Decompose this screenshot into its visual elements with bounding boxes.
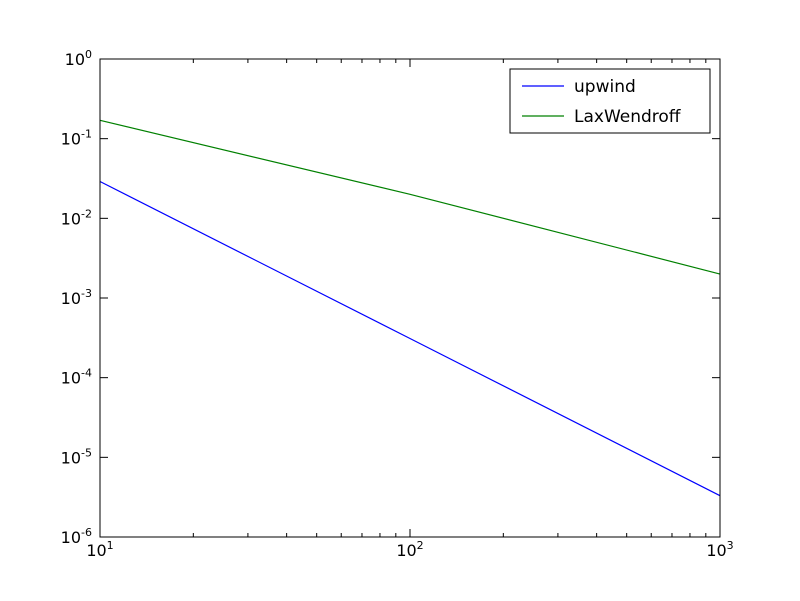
x-tick-label: 102 — [396, 539, 423, 560]
y-tick-label: 10-4 — [61, 367, 92, 388]
series-line-upwind — [99, 180, 721, 497]
y-tick-label: 10-5 — [61, 446, 92, 467]
y-tick-label: 10-2 — [61, 207, 92, 228]
y-tick-label: 10-1 — [61, 128, 92, 149]
y-tick-label: 100 — [65, 48, 92, 69]
x-tick-label: 103 — [706, 539, 733, 560]
series-layer — [99, 119, 721, 497]
tick-layer: 101 102 103 100 10-1 10-2 10-3 10-4 10-5 10-6 — [61, 48, 734, 560]
x-tick-label: 101 — [86, 539, 113, 560]
series-line-laxwendroff — [99, 119, 721, 275]
legend: upwind LaxWendroff — [509, 68, 711, 134]
legend-label-upwind: upwind — [574, 77, 636, 97]
y-tick-label: 10-3 — [61, 287, 92, 308]
legend-label-laxwendroff: LaxWendroff — [574, 107, 682, 127]
y-tick-label: 10-6 — [61, 526, 92, 547]
legend-box — [509, 68, 711, 134]
